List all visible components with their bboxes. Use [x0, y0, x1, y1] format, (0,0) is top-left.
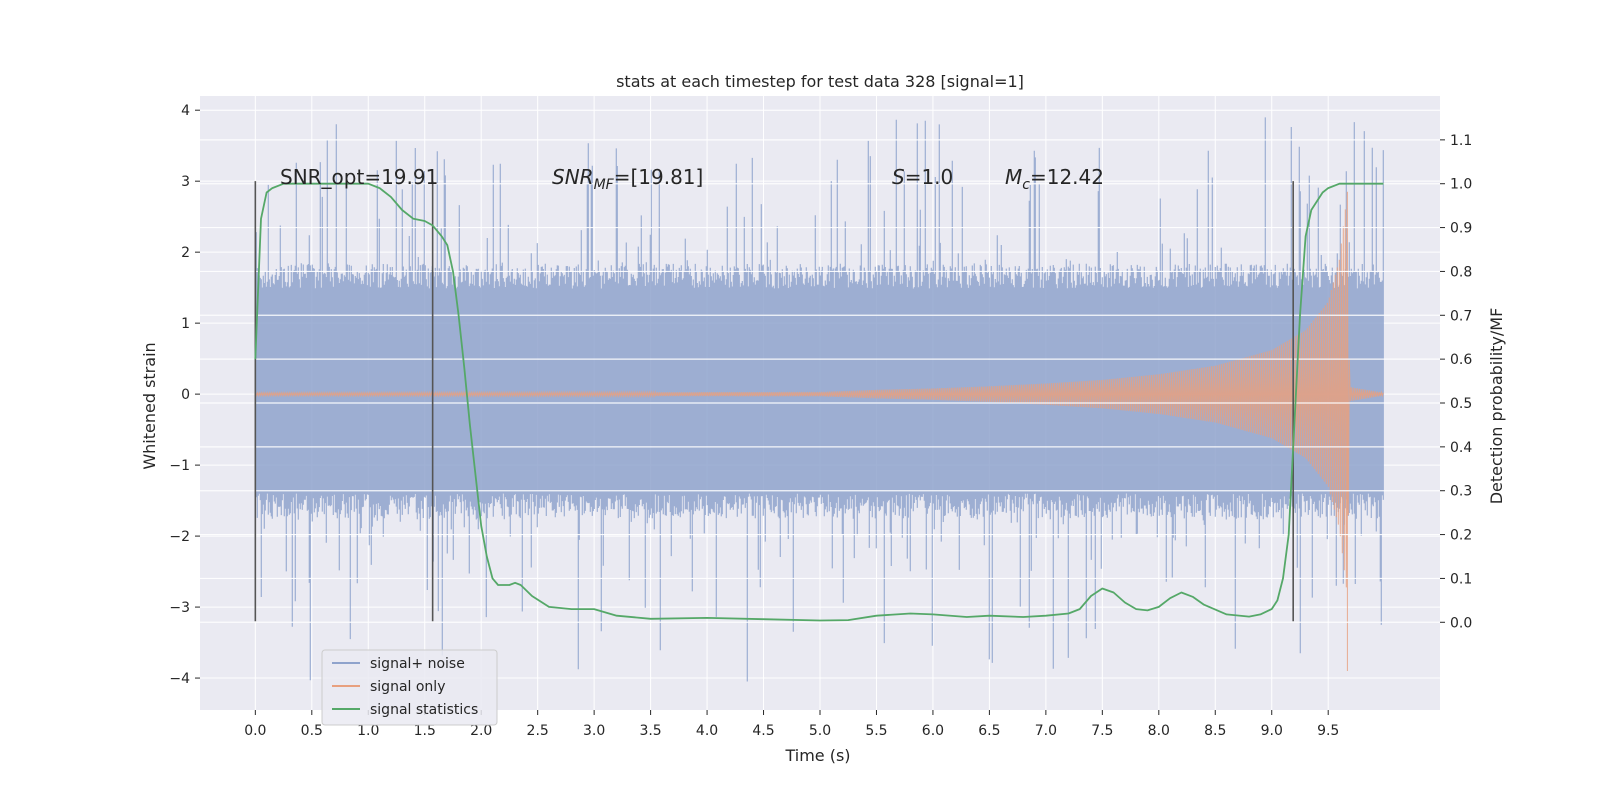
right-tick-label: 0.5	[1450, 396, 1472, 412]
legend-label-signal-statistics: signal statistics	[370, 702, 478, 718]
left-tick-label: 2	[181, 245, 190, 261]
right-tick-label: 0.7	[1450, 308, 1472, 324]
x-tick-label: 3.0	[583, 723, 605, 739]
annotation-snr-mf: SNRMF=[19.81]	[552, 165, 703, 193]
left-tick-label: 0	[181, 387, 190, 403]
x-tick-label: 4.0	[696, 723, 718, 739]
x-tick-label: 7.5	[1091, 723, 1113, 739]
right-tick-label: 0.0	[1450, 615, 1472, 631]
x-tick-label: 9.0	[1261, 723, 1283, 739]
annotation-s: S=1.0	[892, 165, 953, 189]
left-tick-label: 1	[181, 316, 190, 332]
left-tick-label: 4	[181, 103, 190, 119]
right-axis-label: Detection probability/MF	[1487, 308, 1506, 505]
x-tick-label: 8.5	[1204, 723, 1226, 739]
right-tick-label: 1.0	[1450, 177, 1472, 193]
x-tick-label: 1.0	[357, 723, 379, 739]
x-tick-label: 0.0	[244, 723, 266, 739]
right-tick-label: 0.3	[1450, 484, 1472, 500]
annotation-snr-opt: SNR_opt=19.91	[280, 165, 438, 189]
right-axis-ticks: 0.0 0.1 0.2 0.3 0.4 0.5 0.6 0.7 0.8 0.9 1.0 1.1	[1440, 133, 1472, 631]
annotation-mc: Mc=12.42	[1005, 165, 1104, 193]
series-signal-statistics	[254, 182, 1384, 622]
x-tick-label: 2.5	[527, 723, 549, 739]
x-tick-label: 5.5	[865, 723, 887, 739]
grid-right-axis	[200, 139, 1440, 623]
x-tick-label: 7.0	[1035, 723, 1057, 739]
chart-title: stats at each timestep for test data 328…	[616, 72, 1024, 91]
x-tick-label: 3.5	[639, 723, 661, 739]
left-axis-label: Whitened strain	[140, 342, 159, 469]
right-tick-label: 0.9	[1450, 221, 1472, 237]
right-tick-label: 0.6	[1450, 352, 1472, 368]
right-tick-label: 0.8	[1450, 264, 1472, 280]
x-tick-label: 4.5	[752, 723, 774, 739]
x-tick-label: 2.0	[470, 723, 492, 739]
left-tick-label: −4	[169, 671, 190, 687]
x-tick-label: 5.0	[809, 723, 831, 739]
right-tick-label: 0.2	[1450, 528, 1472, 544]
x-tick-label: 6.0	[922, 723, 944, 739]
signal-statistics-line	[254, 182, 1384, 622]
left-axis-ticks: −4 −3 −2 −1 0 1 2 3 4	[169, 103, 200, 687]
x-axis-ticks: 0.0 0.5 1.0 1.5 2.0 2.5 3.0 3.5 4.0 4.5 5.0 5.5 6.0 6…	[244, 710, 1339, 739]
right-tick-label: 0.1	[1450, 571, 1472, 587]
right-tick-label: 0.4	[1450, 440, 1472, 456]
x-tick-label: 8.0	[1148, 723, 1170, 739]
vertical-markers	[254, 181, 1294, 622]
right-tick-label: 1.1	[1450, 133, 1472, 149]
legend-box	[321, 649, 498, 726]
x-tick-label: 6.5	[978, 723, 1000, 739]
left-tick-label: −3	[169, 600, 190, 616]
x-tick-label: 9.5	[1317, 723, 1339, 739]
legend-label-signal-only: signal only	[370, 679, 445, 695]
x-tick-label: 1.5	[414, 723, 436, 739]
x-tick-label: 0.5	[301, 723, 323, 739]
legend-label-signal-noise: signal+ noise	[370, 656, 465, 672]
left-tick-label: −1	[169, 458, 190, 474]
left-tick-label: −2	[169, 529, 190, 545]
x-axis-label: Time (s)	[784, 746, 850, 765]
legend: signal+ noise signal only signal statist…	[321, 649, 498, 726]
left-tick-label: 3	[181, 174, 190, 190]
